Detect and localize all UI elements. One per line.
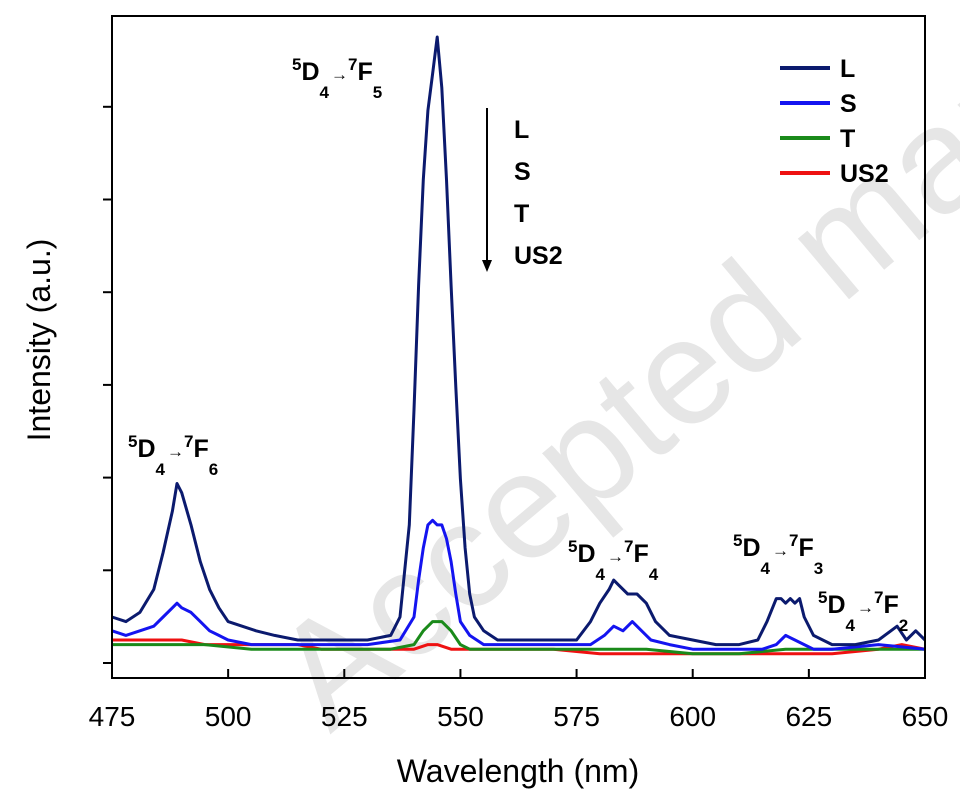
series-layer — [111, 35, 927, 656]
transition-label: 5D4→7F3 — [733, 531, 823, 578]
x-tick-label: 550 — [437, 701, 484, 732]
legend: LST US2 — [780, 55, 889, 188]
x-tick-label: 575 — [553, 701, 600, 732]
order-label: T — [514, 200, 529, 228]
order-label: US2 — [514, 242, 563, 270]
x-tick-label: 475 — [89, 701, 136, 732]
x-tick-label: 500 — [205, 701, 252, 732]
series-line-l — [111, 35, 927, 647]
plot-frame — [111, 15, 926, 679]
y-axis-title: Intensity (a.u.) — [21, 239, 57, 442]
x-tick-label: 625 — [785, 701, 832, 732]
transition-label: 5D4→7F6 — [128, 432, 218, 479]
transition-label: 5D4→7F2 — [818, 588, 908, 635]
order-label: S — [514, 158, 531, 186]
axes-layer — [111, 15, 926, 679]
order-arrowhead — [482, 260, 492, 272]
x-tick-label: 650 — [902, 701, 949, 732]
legend-label-s: S — [840, 90, 857, 118]
x-tick-label: 525 — [321, 701, 368, 732]
ticks-layer: 475 500 525 550 575 600 625 650 — [89, 105, 949, 732]
series-line-t — [112, 620, 925, 656]
legend-label-l: L — [840, 55, 855, 83]
annotation-layer: 5D4→7F6 5D4→7F5 5D4→7F4 5D4→7F3 5D4→7F2 — [128, 55, 908, 635]
transition-label: 5D4→7F5 — [292, 55, 382, 102]
x-tick-label: 600 — [669, 701, 716, 732]
series-order-annotation: LST US2 — [482, 108, 563, 272]
series-line-s — [111, 518, 926, 651]
legend-label-t: T — [840, 125, 855, 153]
x-axis-title: Wavelength (nm) — [397, 753, 639, 789]
transition-label: 5D4→7F4 — [568, 537, 659, 584]
order-label: L — [514, 116, 529, 144]
legend-label-us2: US2 — [840, 160, 889, 188]
